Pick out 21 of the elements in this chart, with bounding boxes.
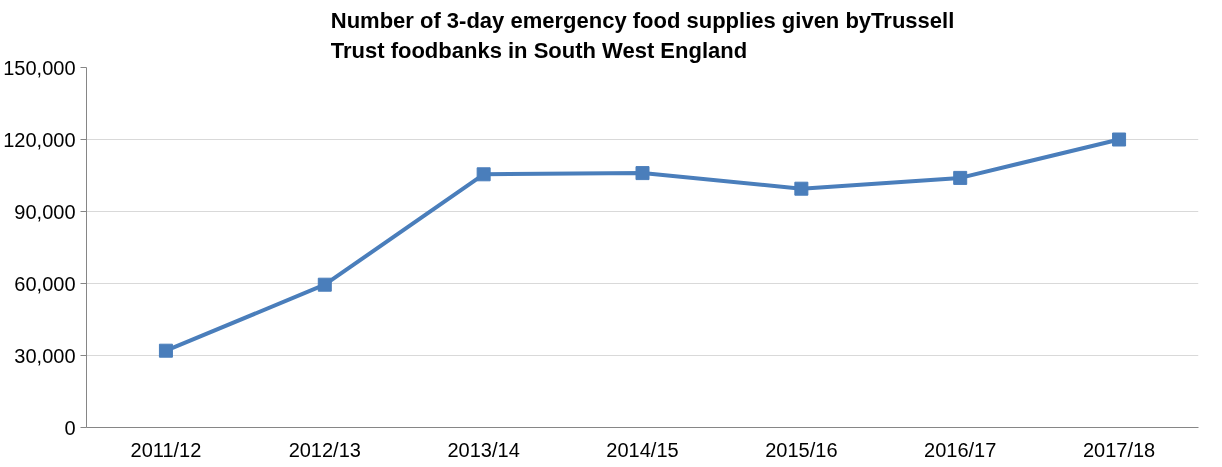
x-tick-label: 2014/15 [606, 438, 679, 461]
y-tick-label: 90,000 [14, 200, 76, 223]
point [794, 181, 809, 196]
x-tick-label: 2016/17 [924, 438, 997, 461]
chart-title: Number of 3-day emergency food supplies given byTrussell Trust foodbanks in South West England [330, 7, 955, 63]
point [476, 167, 491, 182]
point [1112, 132, 1127, 147]
point [635, 166, 650, 181]
x-tick-label: 2011/12 [130, 438, 202, 461]
x-tick-label: 2015/16 [765, 438, 838, 461]
point [953, 170, 968, 185]
x-tick-label: 2013/14 [447, 438, 520, 461]
y-tick-label: 30,000 [14, 344, 76, 367]
x-tick-label: 2012/13 [288, 438, 361, 461]
x-tick-label: 2017/18 [1082, 438, 1156, 461]
y-tick-label: 150,000 [3, 56, 76, 79]
y-tick-label: 0 [64, 416, 76, 439]
point [158, 343, 173, 358]
point [317, 277, 332, 292]
y-tick-label: 60,000 [14, 272, 76, 295]
y-tick-label: 120,000 [3, 128, 76, 151]
